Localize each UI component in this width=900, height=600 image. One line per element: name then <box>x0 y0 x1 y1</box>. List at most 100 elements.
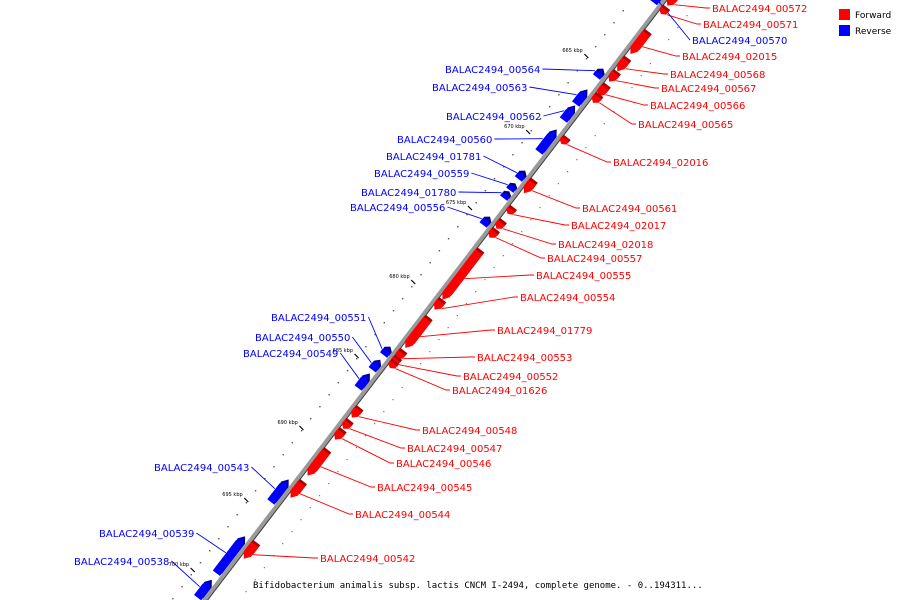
forward-gene-17[interactable] <box>387 360 398 369</box>
gene-label-forward[interactable]: BALAC2494_02018 <box>558 240 653 251</box>
gene-label-forward[interactable]: BALAC2494_00571 <box>703 20 798 31</box>
gene-label-reverse[interactable]: BALAC2494_00549 <box>243 349 338 360</box>
reverse-gene-0[interactable] <box>650 0 661 6</box>
gene-label-forward[interactable]: BALAC2494_01779 <box>497 326 592 337</box>
track-dot <box>346 459 348 461</box>
reverse-gene-13[interactable] <box>212 538 244 576</box>
gene-label-reverse[interactable]: BALAC2494_00562 <box>446 112 541 123</box>
reverse-gene-10[interactable] <box>368 361 380 373</box>
forward-gene-9[interactable] <box>505 206 515 215</box>
gene-label-forward[interactable]: BALAC2494_00547 <box>407 444 502 455</box>
scale-tick-label: 690 kbp <box>277 420 297 426</box>
gene-label-forward[interactable]: BALAC2494_00546 <box>396 459 491 470</box>
gene-label-reverse[interactable]: BALAC2494_00564 <box>445 65 540 76</box>
gene-label-forward[interactable]: BALAC2494_00561 <box>582 204 677 215</box>
gene-label-forward[interactable]: BALAC2494_00555 <box>536 271 631 282</box>
gene-label-forward[interactable]: BALAC2494_00557 <box>547 254 642 265</box>
leader-forward-8 <box>531 190 580 209</box>
gene-label-reverse[interactable]: BALAC2494_01781 <box>386 152 481 163</box>
gene-label-reverse[interactable]: BALAC2494_00556 <box>350 203 445 214</box>
gene-label-forward[interactable]: BALAC2494_02017 <box>571 221 666 232</box>
gene-label-forward[interactable]: BALAC2494_00545 <box>377 483 472 494</box>
reverse-gene-9[interactable] <box>380 348 390 358</box>
scale-tick-mark <box>299 425 304 431</box>
track-dot <box>374 334 376 336</box>
gene-label-forward[interactable]: BALAC2494_02016 <box>613 158 708 169</box>
gene-label-reverse[interactable]: BALAC2494_00551 <box>271 313 366 324</box>
reverse-gene-4[interactable] <box>535 131 555 155</box>
track-dot <box>668 39 670 41</box>
gene-label-forward[interactable]: BALAC2494_01626 <box>452 386 547 397</box>
forward-gene-11[interactable] <box>488 228 498 238</box>
track-dot <box>346 370 349 372</box>
leader-reverse-9 <box>367 316 383 349</box>
gene-label-reverse[interactable]: BALAC2494_00559 <box>374 169 469 180</box>
label-leaders <box>171 0 710 588</box>
track-dot <box>558 94 560 96</box>
gene-label-forward[interactable]: BALAC2494_00542 <box>320 554 415 565</box>
forward-gene-13[interactable] <box>433 298 445 310</box>
forward-gene-10[interactable] <box>495 219 505 229</box>
reverse-gene-7[interactable] <box>500 192 510 201</box>
forward-gene-20[interactable] <box>334 428 345 440</box>
forward-gene-19[interactable] <box>341 419 352 429</box>
reverse-gene-11[interactable] <box>354 375 368 391</box>
forward-gene-2[interactable] <box>630 30 650 54</box>
track-dot <box>594 135 596 137</box>
track-dot <box>291 442 294 444</box>
track-dot <box>576 159 578 161</box>
gene-label-forward[interactable]: BALAC2494_00567 <box>661 84 756 95</box>
forward-gene-8[interactable] <box>523 179 536 194</box>
gene-label-reverse[interactable]: BALAC2494_00543 <box>154 463 249 474</box>
forward-gene-18[interactable] <box>351 406 362 418</box>
gene-label-reverse[interactable]: BALAC2494_00563 <box>432 83 527 94</box>
reverse-gene-6[interactable] <box>506 184 516 193</box>
forward-gene-21[interactable] <box>307 449 330 476</box>
forward-gene-15[interactable] <box>395 349 406 359</box>
forward-gene-23[interactable] <box>243 541 259 559</box>
forward-gene-6[interactable] <box>591 93 602 103</box>
gene-label-reverse[interactable]: BALAC2494_00550 <box>255 333 350 344</box>
forward-gene-5[interactable] <box>597 84 609 97</box>
forward-gene-22[interactable] <box>290 480 306 498</box>
track-dot <box>613 22 615 24</box>
gene-label-forward[interactable]: BALAC2494_00554 <box>520 293 615 304</box>
reverse-gene-1[interactable] <box>592 70 603 80</box>
reverse-gene-3[interactable] <box>559 107 574 123</box>
track-dot <box>539 207 541 209</box>
gene-label-forward[interactable]: BALAC2494_00566 <box>650 101 745 112</box>
leader-forward-2 <box>642 46 680 57</box>
gene-label-forward[interactable]: BALAC2494_00572 <box>712 4 807 15</box>
gene-label-reverse[interactable]: BALAC2494_00538 <box>74 557 169 568</box>
gene-label-reverse[interactable]: BALAC2494_00570 <box>692 36 787 47</box>
reverse-gene-12[interactable] <box>267 481 287 505</box>
gene-label-reverse[interactable]: BALAC2494_00560 <box>397 135 492 146</box>
track-dot <box>447 327 449 329</box>
gene-label-forward[interactable]: BALAC2494_00553 <box>477 353 572 364</box>
gene-label-forward[interactable]: BALAC2494_02015 <box>682 52 777 63</box>
track-dot <box>420 363 422 365</box>
forward-gene-3[interactable] <box>617 57 630 72</box>
forward-gene-7[interactable] <box>559 136 569 145</box>
track-dot <box>447 238 450 240</box>
reverse-gene-14[interactable] <box>194 581 210 600</box>
reverse-gene-2[interactable] <box>572 91 586 107</box>
track-dot <box>557 183 559 185</box>
gene-label-reverse[interactable]: BALAC2494_01780 <box>361 188 456 199</box>
leader-forward-22 <box>299 493 353 515</box>
forward-gene-14[interactable] <box>405 316 431 348</box>
gene-label-forward[interactable]: BALAC2494_00568 <box>670 70 765 81</box>
gene-label-forward[interactable]: BALAC2494_00544 <box>355 510 450 521</box>
reverse-gene-8[interactable] <box>479 218 490 228</box>
gene-label-forward[interactable]: BALAC2494_00565 <box>638 120 733 131</box>
forward-gene-4[interactable] <box>608 70 619 82</box>
leader-reverse-6 <box>471 172 508 186</box>
reverse-gene-5[interactable] <box>514 172 525 182</box>
track-dot <box>364 435 367 437</box>
gene-label-reverse[interactable]: BALAC2494_00539 <box>99 529 194 540</box>
gene-label-forward[interactable]: BALAC2494_00552 <box>463 372 558 383</box>
forward-gene-12[interactable] <box>442 249 483 300</box>
forward-gene-1[interactable] <box>659 6 669 15</box>
gene-label-forward[interactable]: BALAC2494_00548 <box>422 426 517 437</box>
forward-gene-0[interactable] <box>666 0 678 6</box>
